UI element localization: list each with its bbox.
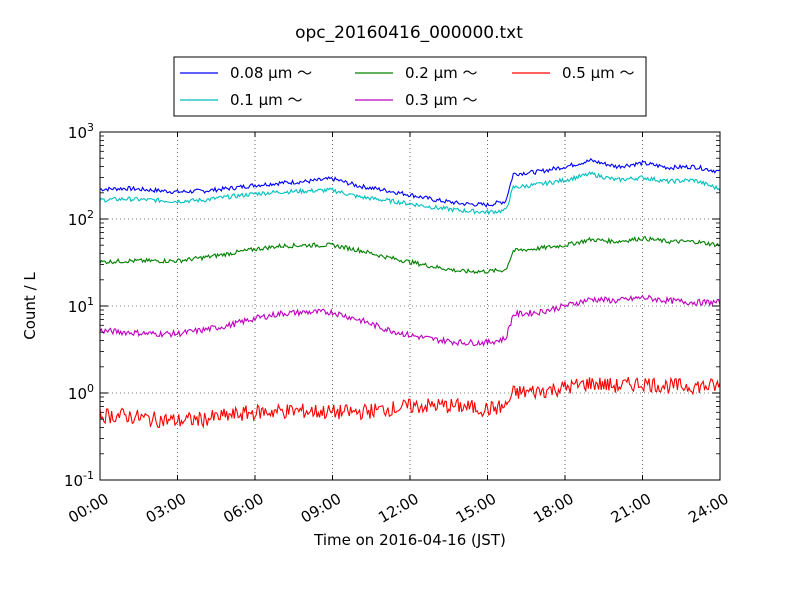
legend-items: 0.08 µm ～ 0.1 µm ～ 0.2 µm ～ 0.3 µm ～ 0.5 µm … <box>180 64 635 109</box>
series-layer <box>99 157 721 429</box>
y-tick-label: 10-1 <box>64 469 94 490</box>
grid <box>100 132 720 480</box>
axis-ticks <box>99 131 721 481</box>
x-tick-label: 21:00 <box>608 490 654 527</box>
y-axis-label: Count / L <box>21 272 39 340</box>
x-tick-label: 24:00 <box>685 490 731 527</box>
x-tick-label: 03:00 <box>143 490 189 527</box>
legend-label: 0.2 µm ～ <box>405 64 478 82</box>
y-tick-label: 102 <box>68 208 94 229</box>
legend-label: 0.1 µm ～ <box>230 91 303 109</box>
y-tick-label: 103 <box>68 121 94 142</box>
legend-box <box>173 56 647 117</box>
x-tick-label: 15:00 <box>453 490 499 527</box>
x-tick-labels: 00:00 03:00 06:00 09:00 12:00 15:00 18:00 21:00… <box>65 490 731 527</box>
x-tick-label: 09:00 <box>298 490 344 527</box>
x-tick-label: 00:00 <box>65 490 111 527</box>
chart-title: opc_20160416_000000.txt <box>295 23 523 43</box>
y-tick-label: 100 <box>68 382 94 403</box>
legend-label: 0.08 µm ～ <box>230 64 312 82</box>
series-line <box>99 294 721 347</box>
x-tick-label: 12:00 <box>375 490 421 527</box>
x-axis-label: Time on 2016-04-16 (JST) <box>313 531 506 549</box>
series-line <box>99 235 721 275</box>
series-line <box>99 376 721 429</box>
series-line <box>99 157 721 208</box>
legend-label: 0.3 µm ～ <box>405 91 478 109</box>
legend: 0.08 µm ～ 0.1 µm ～ 0.2 µm ～ 0.3 µm ～ 0.5 µm … <box>173 56 647 117</box>
x-tick-label: 06:00 <box>220 490 266 527</box>
legend-label: 0.5 µm ～ <box>562 64 635 82</box>
series-line <box>99 171 721 216</box>
x-tick-label: 18:00 <box>530 490 576 527</box>
y-tick-labels: 10-1 100 101 102 103 <box>64 121 94 490</box>
y-tick-label: 101 <box>68 295 94 316</box>
